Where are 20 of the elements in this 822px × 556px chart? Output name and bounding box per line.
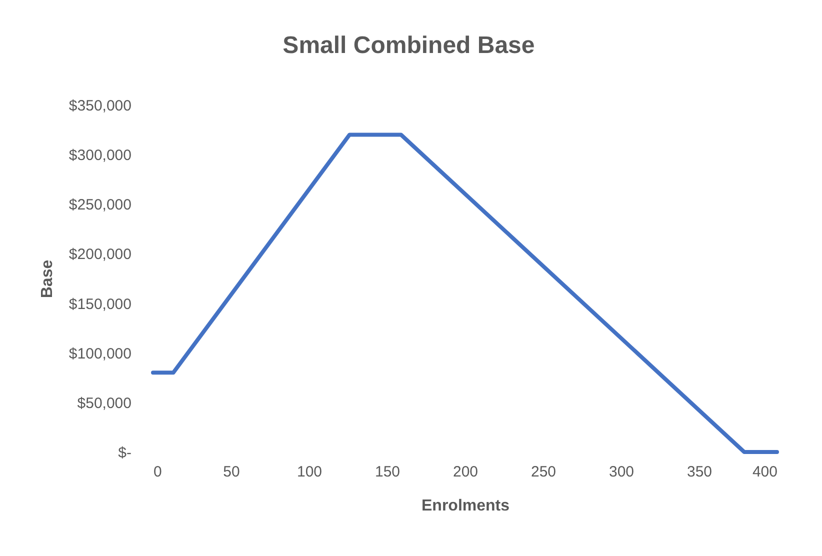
x-tick-label: 300 xyxy=(608,464,634,480)
x-tick-label: 350 xyxy=(686,464,712,480)
x-tick-label: 200 xyxy=(452,464,478,480)
y-tick-label: $100,000 xyxy=(68,345,132,362)
y-tick-label: $250,000 xyxy=(68,196,132,214)
y-tick-label: $200,000 xyxy=(68,246,132,264)
chart-title: Small Combined Base xyxy=(282,32,535,59)
y-tick-label: $350,000 xyxy=(68,98,132,114)
x-tick-label: 400 xyxy=(752,464,778,480)
x-tick-label: 150 xyxy=(374,464,400,480)
y-tick-label: $150,000 xyxy=(68,296,132,313)
x-tick-label: 250 xyxy=(530,464,556,480)
y-tick-label: $50,000 xyxy=(77,394,132,412)
y-axis-title: Base xyxy=(38,260,56,298)
y-tick-label: $300,000 xyxy=(68,147,132,164)
x-tick-label: 100 xyxy=(296,464,322,480)
y-tick-label: $- xyxy=(118,444,132,462)
x-tick-label: 0 xyxy=(154,464,162,480)
x-tick-label: 50 xyxy=(223,464,240,480)
x-axis-title: Enrolments xyxy=(421,498,510,514)
